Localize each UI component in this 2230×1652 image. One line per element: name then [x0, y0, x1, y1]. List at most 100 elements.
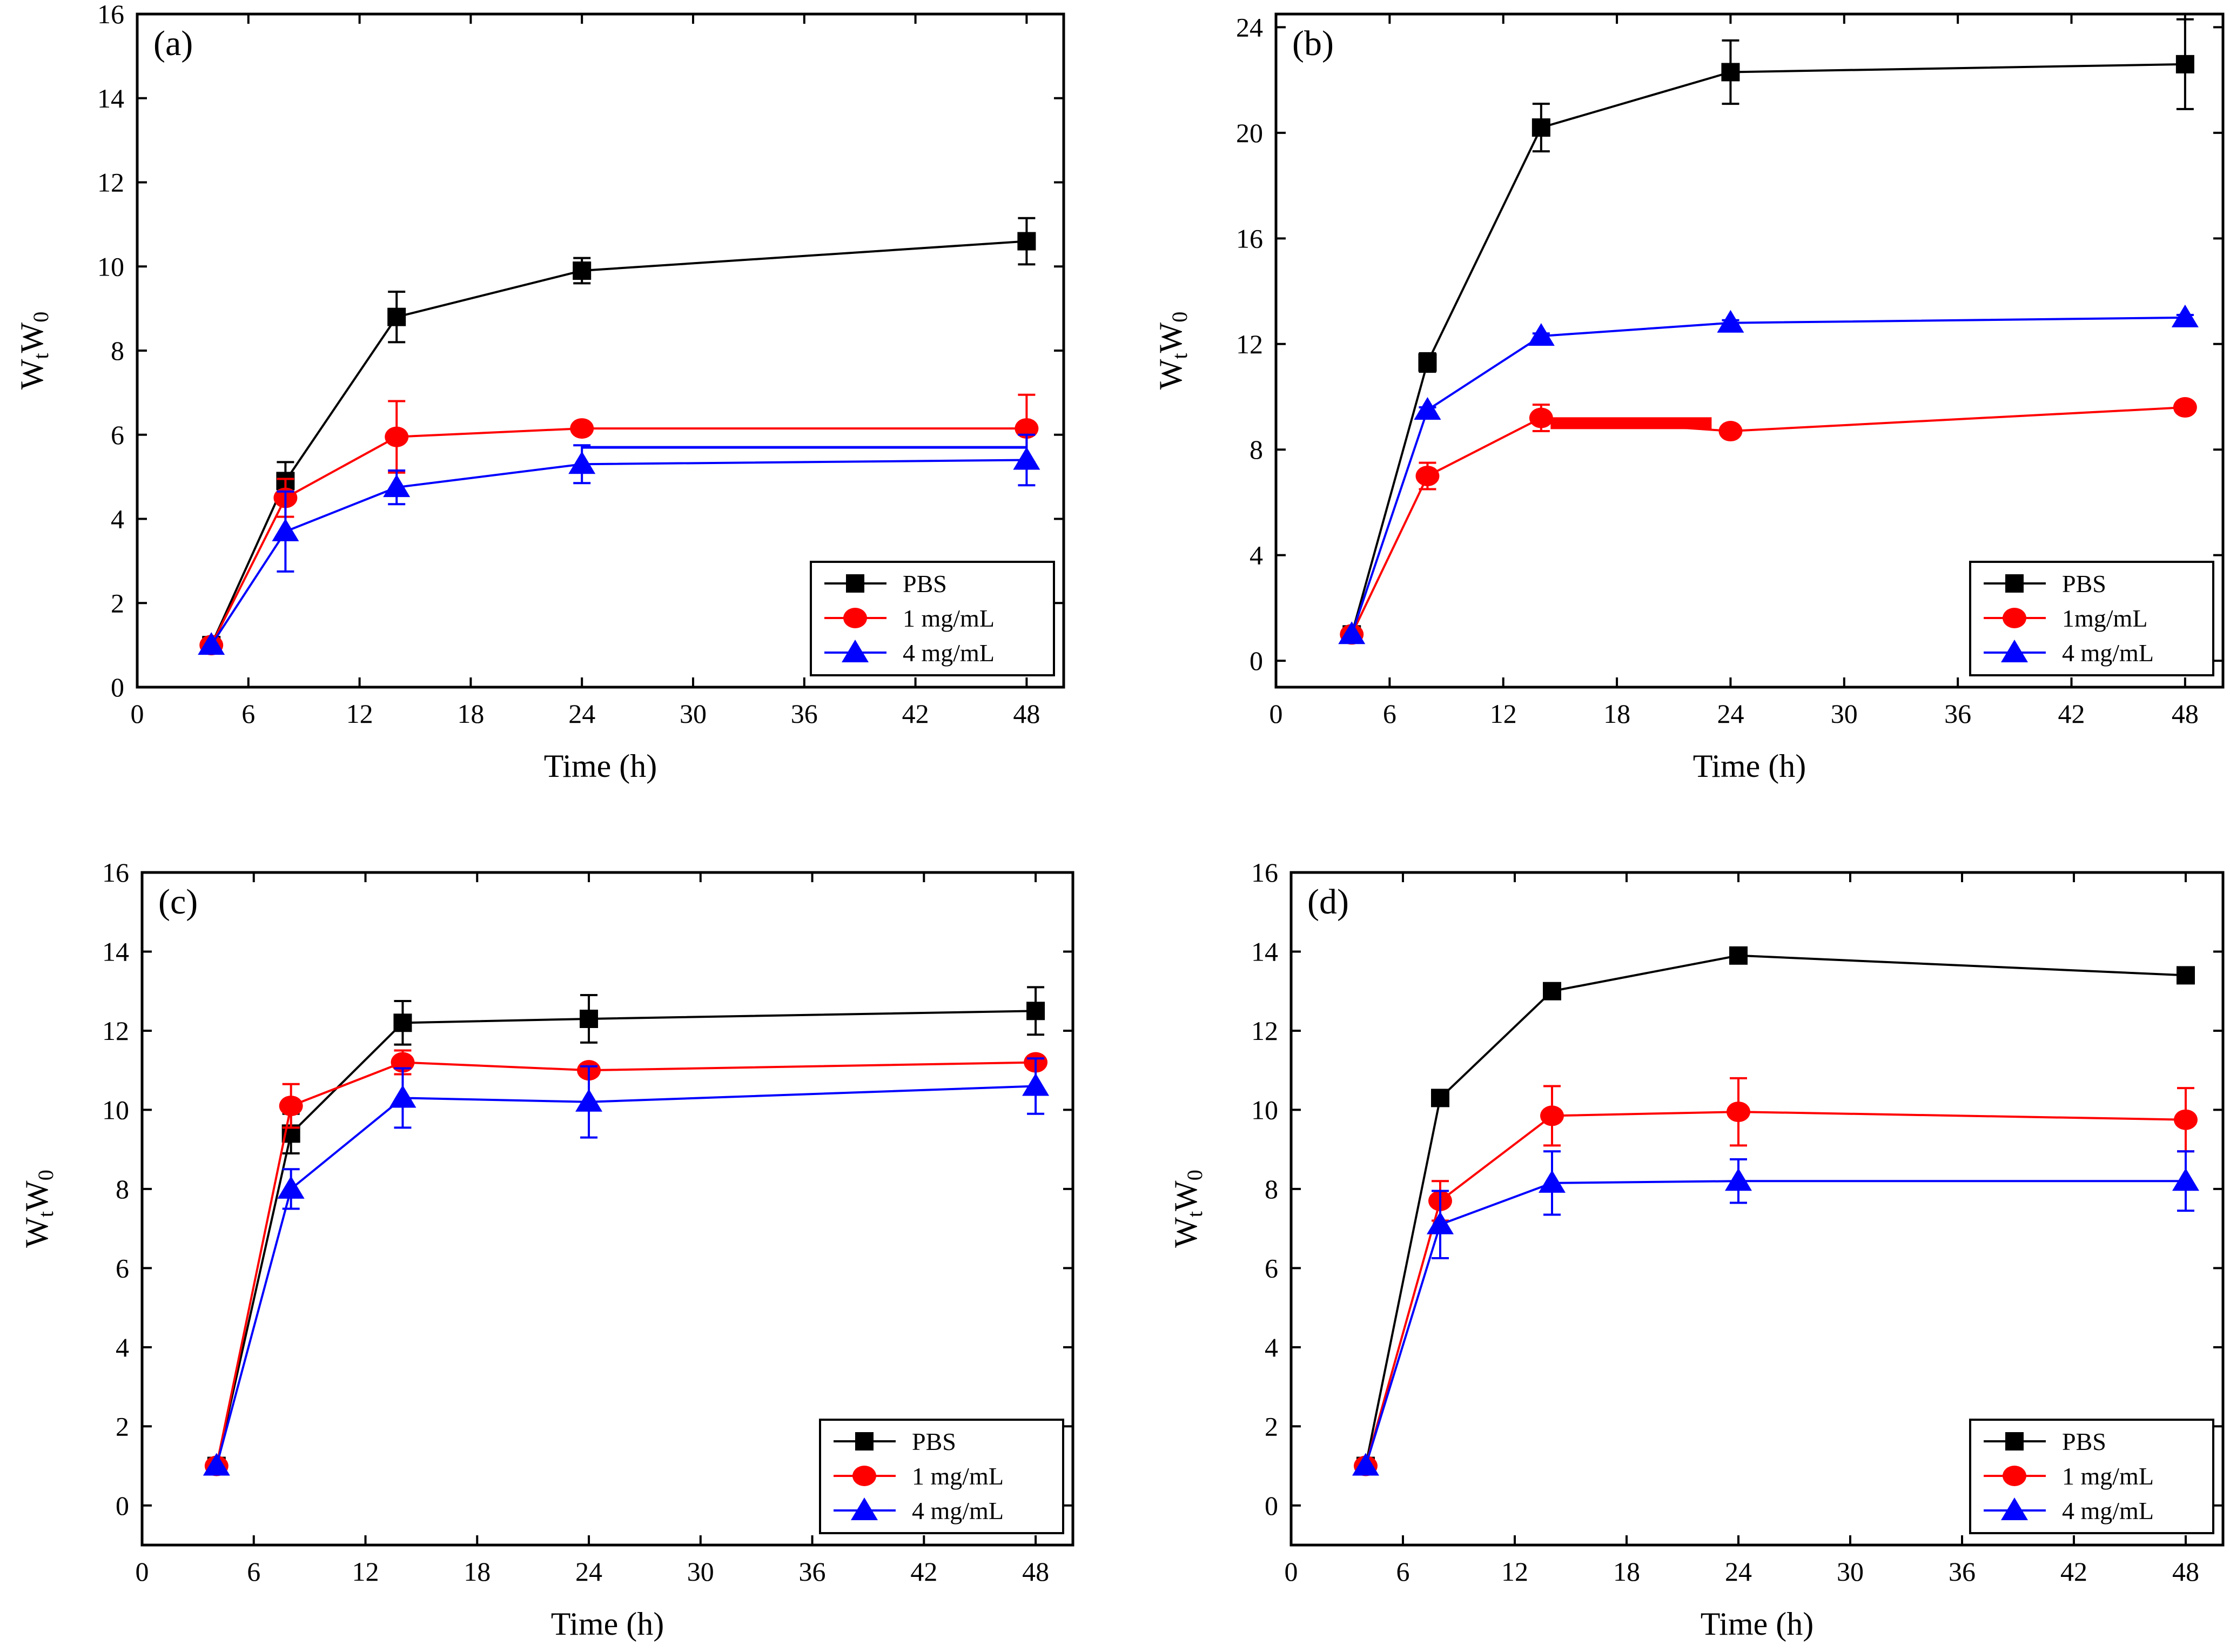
y-tick-label: 14 [102, 936, 129, 966]
series-4mg [198, 433, 1040, 655]
y-axis-title-part: W [1153, 322, 1188, 353]
data-point [580, 1009, 599, 1028]
x-tick-label: 12 [346, 699, 373, 729]
data-point [1718, 421, 1743, 442]
data-point [1539, 1170, 1566, 1193]
x-axis-title: Time (h) [551, 1606, 664, 1642]
y-tick-label: 8 [111, 335, 124, 366]
y-tick-label: 12 [1236, 329, 1263, 359]
plot-frame [1274, 12, 2225, 689]
data-point [1415, 466, 1440, 487]
data-point [1015, 418, 1039, 439]
y-axis-title-part: t [29, 353, 53, 359]
y-tick-label: 0 [1250, 646, 1263, 676]
y-tick-label: 8 [1265, 1174, 1278, 1204]
x-axis-title: Time (h) [1693, 748, 1806, 784]
data-point [198, 632, 225, 655]
plot-frame [1289, 871, 2225, 1547]
data-point [387, 307, 406, 326]
x-tick-label: 6 [241, 699, 255, 729]
y-axis-title-part: W [19, 1180, 55, 1211]
y-tick-label: 12 [97, 167, 124, 198]
x-axis-title: Time (h) [544, 748, 657, 784]
panel-label: (c) [158, 882, 198, 922]
x-tick-label: 30 [1837, 1556, 1864, 1587]
x-tick-label: 48 [2172, 1556, 2199, 1587]
legend-marker [855, 1432, 874, 1450]
y-axis-title: WtW0 [14, 312, 53, 390]
y-tick-label: 10 [97, 251, 124, 281]
x-tick-label: 30 [687, 1556, 714, 1587]
y-tick-label: 16 [1251, 857, 1278, 888]
data-point [1431, 1089, 1449, 1107]
data-point [389, 1085, 417, 1108]
x-tick-label: 24 [1725, 1556, 1752, 1587]
x-tick-label: 18 [1603, 699, 1630, 729]
y-tick-label: 8 [116, 1174, 129, 1204]
x-tick-label: 30 [1831, 699, 1858, 729]
y-axis-title-part: W [14, 322, 50, 353]
data-point [2172, 1168, 2199, 1191]
legend-label: PBS [912, 1428, 956, 1455]
legend-label: 1 mg/mL [912, 1462, 1004, 1490]
legend-label: 4 mg/mL [912, 1497, 1004, 1525]
y-tick-label: 10 [102, 1094, 129, 1125]
y-tick-label: 4 [1265, 1332, 1278, 1362]
data-point [573, 261, 592, 280]
data-point [2174, 1109, 2198, 1130]
legend: PBS 1 mg/mL 4 mg/mL [819, 1419, 1064, 1534]
x-tick-label: 0 [1285, 1556, 1298, 1587]
legend-marker [852, 1466, 876, 1486]
data-point [385, 426, 409, 447]
y-tick-label: 0 [1265, 1490, 1278, 1521]
y-tick-label: 2 [1265, 1411, 1278, 1441]
data-point [575, 1089, 603, 1112]
x-tick-label: 42 [2058, 699, 2085, 729]
x-tick-label: 18 [1613, 1556, 1640, 1587]
y-axis-title-part: t [1183, 1211, 1207, 1217]
legend-marker [851, 1497, 878, 1520]
x-tick-label: 12 [1501, 1556, 1528, 1587]
legend: PBS 1 mg/mL 4 mg/mL [1969, 1419, 2214, 1534]
y-tick-label: 6 [1265, 1253, 1278, 1283]
y-axis-title-part: t [33, 1211, 58, 1217]
legend-marker [2005, 574, 2024, 593]
x-tick-label: 42 [910, 1556, 937, 1587]
y-tick-label: 10 [1251, 1094, 1278, 1125]
data-point [570, 418, 594, 439]
x-tick-label: 36 [799, 1556, 826, 1587]
data-point [1727, 1102, 1750, 1123]
data-point [1717, 310, 1744, 333]
x-tick-label: 0 [136, 1556, 149, 1587]
x-tick-label: 24 [568, 699, 595, 729]
series-1mg [1340, 397, 2197, 645]
x-tick-label: 24 [1717, 699, 1744, 729]
y-axis-title-part: W [1168, 1180, 1204, 1211]
y-axis-title-part: 0 [1183, 1170, 1207, 1180]
y-tick-label: 0 [116, 1490, 129, 1521]
x-tick-label: 36 [1944, 699, 1971, 729]
y-tick-label: 2 [116, 1411, 129, 1441]
data-point [277, 1176, 305, 1199]
data-point [1527, 323, 1555, 346]
panel-label: (a) [153, 24, 193, 63]
y-axis-title-part: W [14, 359, 50, 390]
legend-label: 4 mg/mL [2062, 639, 2154, 667]
x-tick-label: 30 [680, 699, 707, 729]
x-tick-label: 48 [1022, 1556, 1049, 1587]
data-point [1414, 397, 1441, 420]
legend-marker [843, 608, 867, 628]
y-axis-title: WtW0 [19, 1170, 58, 1247]
series-pbs [1342, 18, 2194, 644]
y-tick-label: 12 [1251, 1016, 1278, 1046]
legend-label: 1 mg/mL [903, 605, 995, 632]
y-tick-label: 6 [116, 1253, 129, 1283]
x-tick-label: 36 [1949, 1556, 1976, 1587]
x-tick-label: 0 [1270, 699, 1283, 729]
y-tick-label: 14 [1251, 936, 1278, 966]
data-point [1729, 946, 1748, 965]
x-tick-label: 18 [457, 699, 484, 729]
legend: PBS 1mg/mL 4 mg/mL [1969, 561, 2214, 676]
